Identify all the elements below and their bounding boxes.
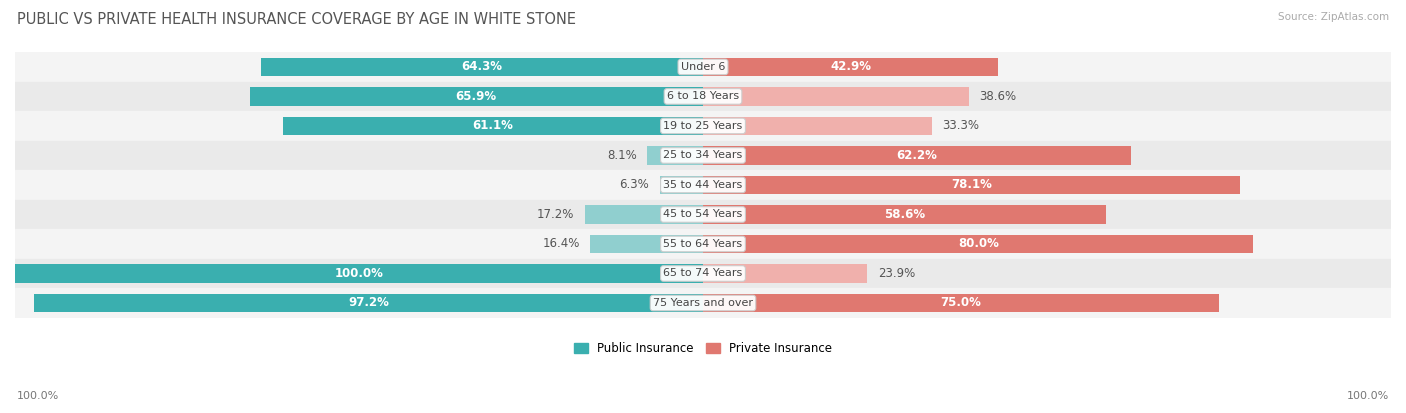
Bar	[703, 58, 998, 76]
Bar	[15, 82, 1391, 111]
Text: 61.1%: 61.1%	[472, 119, 513, 133]
Text: 78.1%: 78.1%	[952, 178, 993, 192]
Bar	[703, 264, 868, 282]
Bar	[15, 200, 1391, 229]
Bar	[703, 117, 932, 135]
Text: 64.3%: 64.3%	[461, 60, 502, 74]
Text: 42.9%: 42.9%	[830, 60, 872, 74]
Bar	[703, 205, 1107, 223]
Bar	[703, 235, 1253, 253]
Text: 80.0%: 80.0%	[957, 237, 998, 250]
Bar	[703, 87, 969, 106]
Text: 65.9%: 65.9%	[456, 90, 496, 103]
Text: 97.2%: 97.2%	[349, 297, 389, 309]
Text: 55 to 64 Years: 55 to 64 Years	[664, 239, 742, 249]
Text: 45 to 54 Years: 45 to 54 Years	[664, 209, 742, 219]
Bar	[15, 52, 1391, 82]
Bar	[15, 288, 1391, 318]
Text: 8.1%: 8.1%	[607, 149, 637, 162]
Bar	[591, 235, 703, 253]
Text: Under 6: Under 6	[681, 62, 725, 72]
Text: 33.3%: 33.3%	[942, 119, 980, 133]
Bar	[15, 264, 703, 282]
Text: 100.0%: 100.0%	[1347, 391, 1389, 401]
Bar	[703, 294, 1219, 312]
Text: PUBLIC VS PRIVATE HEALTH INSURANCE COVERAGE BY AGE IN WHITE STONE: PUBLIC VS PRIVATE HEALTH INSURANCE COVER…	[17, 12, 576, 27]
Text: 6.3%: 6.3%	[620, 178, 650, 192]
Bar	[15, 111, 1391, 141]
Bar	[703, 146, 1130, 165]
Bar	[15, 259, 1391, 288]
Text: 75.0%: 75.0%	[941, 297, 981, 309]
Text: 16.4%: 16.4%	[543, 237, 579, 250]
Text: 75 Years and over: 75 Years and over	[652, 298, 754, 308]
Text: 17.2%: 17.2%	[537, 208, 574, 221]
Text: 58.6%: 58.6%	[884, 208, 925, 221]
Text: 6 to 18 Years: 6 to 18 Years	[666, 91, 740, 102]
Text: 35 to 44 Years: 35 to 44 Years	[664, 180, 742, 190]
Text: 23.9%: 23.9%	[877, 267, 915, 280]
Bar	[260, 58, 703, 76]
Bar	[34, 294, 703, 312]
Bar	[659, 176, 703, 194]
Legend: Public Insurance, Private Insurance: Public Insurance, Private Insurance	[569, 337, 837, 360]
Text: Source: ZipAtlas.com: Source: ZipAtlas.com	[1278, 12, 1389, 22]
Bar	[703, 176, 1240, 194]
Bar	[15, 229, 1391, 259]
Bar	[647, 146, 703, 165]
Bar	[15, 141, 1391, 170]
Text: 19 to 25 Years: 19 to 25 Years	[664, 121, 742, 131]
Text: 100.0%: 100.0%	[335, 267, 384, 280]
Text: 25 to 34 Years: 25 to 34 Years	[664, 150, 742, 161]
Text: 62.2%: 62.2%	[897, 149, 938, 162]
Bar	[283, 117, 703, 135]
Bar	[250, 87, 703, 106]
Text: 38.6%: 38.6%	[979, 90, 1017, 103]
Bar	[585, 205, 703, 223]
Text: 65 to 74 Years: 65 to 74 Years	[664, 268, 742, 278]
Text: 100.0%: 100.0%	[17, 391, 59, 401]
Bar	[15, 170, 1391, 200]
